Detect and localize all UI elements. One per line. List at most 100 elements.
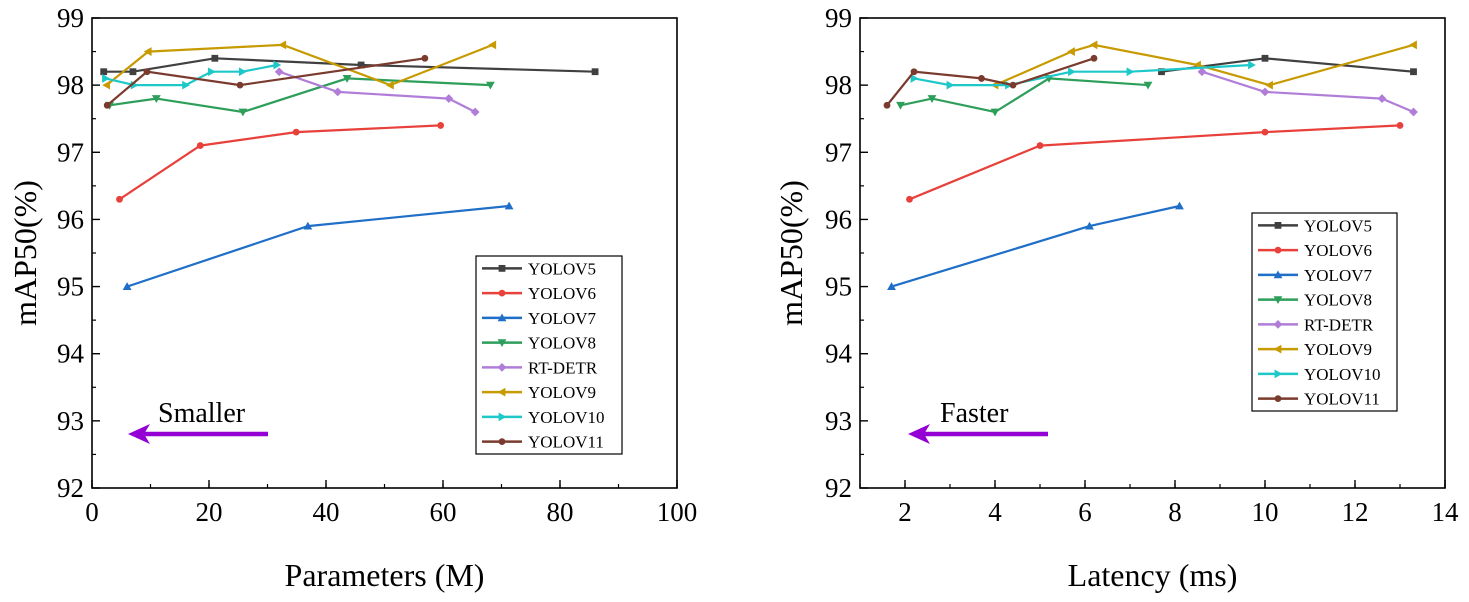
data-point-yolov11 xyxy=(236,81,244,89)
legend-label-yolov6: YOLOV6 xyxy=(528,284,596,303)
y-tick-label: 99 xyxy=(825,3,852,33)
data-point-yolov6 xyxy=(1261,128,1269,136)
legend-marker-rt-detr xyxy=(1273,319,1283,329)
series-rt-detr xyxy=(1197,67,1418,117)
series-line-yolov8 xyxy=(109,77,491,114)
data-point-yolov9 xyxy=(102,80,111,90)
data-point-rt-detr xyxy=(470,107,480,117)
data-point-yolov8 xyxy=(485,81,495,90)
legend-marker-yolov7 xyxy=(497,313,507,322)
y-tick-label: 95 xyxy=(57,272,84,302)
data-point-yolov11 xyxy=(421,54,429,62)
legend-label-yolov10: YOLOV10 xyxy=(1304,365,1381,384)
legend-marker-yolov6 xyxy=(1274,246,1282,254)
series-line-yolov6 xyxy=(118,124,441,201)
legend-marker-yolov11 xyxy=(498,438,506,446)
data-point-yolov6 xyxy=(196,142,204,149)
x-axis-title: Latency (ms) xyxy=(1068,557,1238,593)
series-yolov9 xyxy=(990,40,1417,90)
y-tick-label: 93 xyxy=(825,406,852,436)
data-point-yolov9 xyxy=(385,80,394,90)
legend-marker-yolov8 xyxy=(497,339,507,348)
data-point-yolov10 xyxy=(1126,67,1135,77)
series-line-rt-detr xyxy=(278,70,476,113)
data-point-yolov7 xyxy=(504,201,514,210)
data-point-yolov10 xyxy=(182,80,190,90)
series-rt-detr xyxy=(274,67,480,117)
legend-marker-rt-detr xyxy=(497,362,507,372)
x-tick-label: 0 xyxy=(85,497,99,527)
annotation: Faster xyxy=(908,398,1048,444)
data-point-yolov5 xyxy=(1261,54,1269,62)
data-point-yolov7 xyxy=(887,282,896,290)
data-point-yolov10 xyxy=(273,60,282,70)
data-point-yolov7 xyxy=(303,221,313,230)
annotation-arrow-head xyxy=(908,424,930,444)
data-point-yolov5 xyxy=(1410,68,1417,76)
data-point-yolov10 xyxy=(238,67,247,77)
data-point-yolov9 xyxy=(1409,40,1417,50)
data-point-yolov9 xyxy=(278,40,287,50)
y-tick-label: 95 xyxy=(825,272,852,302)
x-axis-title: Parameters (M) xyxy=(285,557,485,593)
legend-label-yolov8: YOLOV8 xyxy=(528,334,596,353)
series-yolov11 xyxy=(103,54,429,109)
data-point-yolov5 xyxy=(1158,68,1165,76)
legend-label-yolov5: YOLOV5 xyxy=(528,259,596,278)
x-tick-label: 10 xyxy=(1252,497,1279,527)
legend-marker-yolov7 xyxy=(1273,270,1283,279)
annotation-text: Faster xyxy=(940,398,1009,429)
data-point-yolov9 xyxy=(1265,80,1273,90)
data-point-yolov8 xyxy=(238,108,248,117)
data-point-yolov11 xyxy=(910,68,918,76)
data-point-yolov11 xyxy=(1009,81,1017,89)
data-point-rt-detr xyxy=(274,67,284,77)
y-tick-label: 94 xyxy=(825,339,853,369)
data-point-yolov11 xyxy=(143,68,151,76)
x-tick-label: 2 xyxy=(898,497,912,527)
data-point-yolov6 xyxy=(1036,142,1044,149)
data-point-yolov10 xyxy=(910,74,919,83)
legend-label-yolov11: YOLOV11 xyxy=(528,433,604,452)
legend-marker-yolov9 xyxy=(1273,344,1282,354)
data-point-yolov11 xyxy=(978,75,985,82)
data-point-yolov11 xyxy=(103,101,111,109)
data-point-yolov9 xyxy=(143,47,152,56)
series-line-yolov11 xyxy=(886,57,1095,106)
y-tick-label: 96 xyxy=(825,204,852,234)
y-tick-label: 98 xyxy=(57,70,84,100)
legend-label-yolov7: YOLOV7 xyxy=(1304,266,1372,285)
y-tick-label: 93 xyxy=(57,406,84,436)
series-line-yolov9 xyxy=(994,43,1414,87)
x-tick-label: 80 xyxy=(547,497,574,527)
x-tick-label: 8 xyxy=(1168,497,1182,527)
legend-label-yolov7: YOLOV7 xyxy=(528,309,596,328)
y-tick-label: 98 xyxy=(825,70,852,100)
series-line-yolov11 xyxy=(106,57,426,107)
data-point-yolov8 xyxy=(342,75,352,83)
legend-label-yolov9: YOLOV9 xyxy=(1304,340,1372,359)
data-point-rt-detr xyxy=(333,87,343,97)
legend-box xyxy=(1251,212,1398,412)
series-line-yolov10 xyxy=(913,63,1252,87)
data-point-rt-detr xyxy=(1377,94,1387,103)
data-point-yolov5 xyxy=(591,68,599,76)
legend-label-yolov5: YOLOV5 xyxy=(1304,216,1372,235)
legend-marker-yolov11 xyxy=(1274,395,1282,403)
data-point-yolov7 xyxy=(122,282,132,290)
y-tick-label: 92 xyxy=(57,473,84,503)
series-yolov5 xyxy=(100,54,599,76)
annotation-text: Smaller xyxy=(158,398,246,429)
x-tick-label: 12 xyxy=(1342,497,1369,527)
legend-marker-yolov5 xyxy=(498,264,506,272)
legend-label-rt-detr: RT-DETR xyxy=(528,358,598,377)
data-point-yolov6 xyxy=(1396,122,1404,129)
series-yolov9 xyxy=(102,40,497,90)
legend-marker-yolov10 xyxy=(498,412,507,422)
data-point-yolov8 xyxy=(927,95,937,103)
legend-label-yolov9: YOLOV9 xyxy=(528,383,596,402)
data-point-rt-detr xyxy=(1260,87,1270,97)
data-point-yolov5 xyxy=(357,61,365,69)
data-point-yolov10 xyxy=(207,67,216,77)
